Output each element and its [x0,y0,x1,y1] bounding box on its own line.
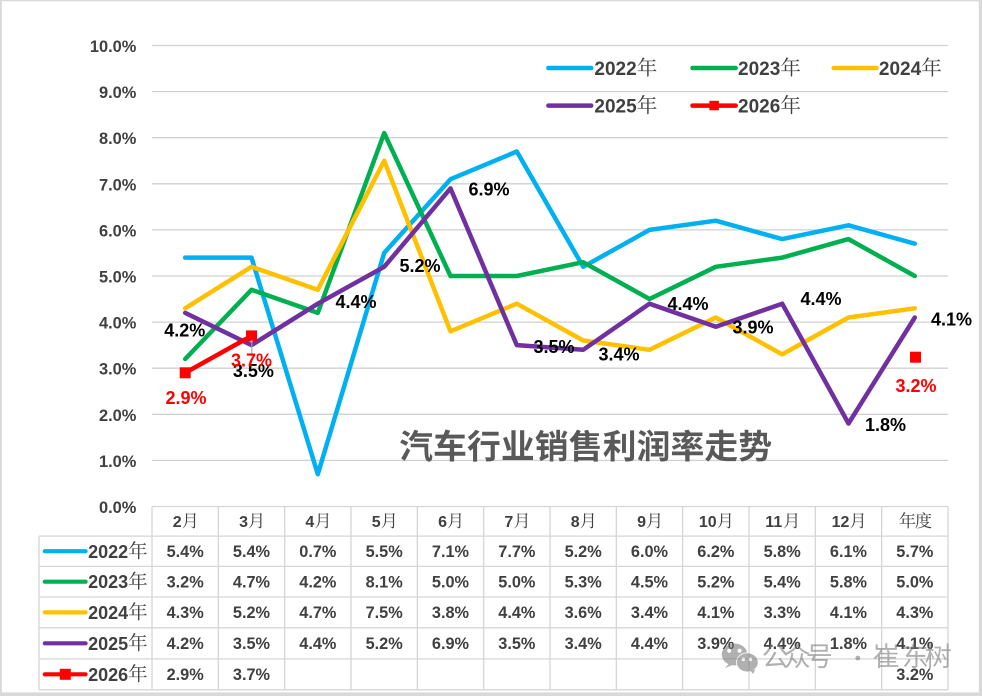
svg-text:5.5%: 5.5% [366,543,404,561]
svg-text:7.5%: 7.5% [366,604,404,622]
svg-text:3.6%: 3.6% [565,604,603,622]
svg-text:3.7%: 3.7% [233,666,271,684]
svg-text:5.0%: 5.0% [99,269,137,287]
svg-text:5.7%: 5.7% [896,543,934,561]
svg-text:3.2%: 3.2% [896,376,937,396]
svg-text:5: 5 [372,514,381,531]
svg-text:3.2%: 3.2% [167,573,205,591]
svg-text:5.0%: 5.0% [896,573,934,591]
svg-text:4.2%: 4.2% [167,635,205,653]
svg-text:3.8%: 3.8% [432,604,470,622]
svg-text:4.3%: 4.3% [167,604,205,622]
svg-text:2024: 2024 [879,59,922,80]
svg-text:11: 11 [765,514,782,531]
svg-text:6.0%: 6.0% [631,543,669,561]
svg-text:5.0%: 5.0% [498,573,536,591]
svg-text:9.0%: 9.0% [99,84,137,102]
svg-text:5.2%: 5.2% [400,256,441,276]
svg-text:6.2%: 6.2% [697,543,735,561]
svg-text:4.1%: 4.1% [931,310,972,330]
svg-text:6.1%: 6.1% [830,543,868,561]
svg-text:10: 10 [699,514,717,531]
svg-text:2022: 2022 [594,59,636,80]
svg-text:2023: 2023 [738,59,780,80]
svg-text:2025: 2025 [88,634,128,654]
svg-text:6.0%: 6.0% [99,222,137,240]
svg-text:7.0%: 7.0% [99,176,137,194]
svg-text:4.4%: 4.4% [764,635,802,653]
svg-text:3.5%: 3.5% [498,635,536,653]
svg-text:5.3%: 5.3% [565,573,603,591]
svg-text:4.2%: 4.2% [164,321,205,341]
svg-text:2023: 2023 [88,572,128,592]
svg-text:3.7%: 3.7% [231,351,272,371]
svg-text:4.4%: 4.4% [631,635,669,653]
svg-text:7.1%: 7.1% [432,543,470,561]
svg-text:4.4%: 4.4% [668,294,709,314]
svg-text:4.7%: 4.7% [299,604,337,622]
svg-text:2026: 2026 [88,665,128,685]
svg-text:4.3%: 4.3% [896,604,934,622]
svg-text:3.9%: 3.9% [733,318,774,338]
svg-text:6.9%: 6.9% [469,180,510,200]
svg-text:3.0%: 3.0% [99,361,137,379]
svg-text:2.9%: 2.9% [166,388,207,408]
svg-text:12: 12 [832,514,850,531]
svg-text:5.2%: 5.2% [233,604,271,622]
svg-text:9: 9 [637,514,646,531]
svg-text:2026: 2026 [738,97,780,118]
svg-text:2025: 2025 [594,97,637,118]
svg-text:3.5%: 3.5% [534,337,575,357]
svg-text:2.9%: 2.9% [167,666,205,684]
svg-text:5.4%: 5.4% [764,573,802,591]
svg-text:4.4%: 4.4% [336,292,377,312]
svg-text:4.2%: 4.2% [299,573,337,591]
svg-text:5.2%: 5.2% [697,573,735,591]
svg-text:1.8%: 1.8% [865,415,906,435]
svg-text:1.8%: 1.8% [830,635,868,653]
svg-text:8.0%: 8.0% [99,130,137,148]
svg-text:3: 3 [239,514,248,531]
svg-text:4.5%: 4.5% [631,573,669,591]
svg-text:8.1%: 8.1% [366,573,404,591]
svg-text:5.8%: 5.8% [764,543,802,561]
svg-text:7: 7 [504,514,513,531]
svg-text:2024: 2024 [88,603,128,623]
svg-text:2022: 2022 [88,542,128,562]
svg-text:5.4%: 5.4% [167,543,205,561]
svg-text:4.4%: 4.4% [299,635,337,653]
svg-text:0.7%: 0.7% [299,543,337,561]
svg-text:3.5%: 3.5% [233,361,274,381]
svg-text:3.9%: 3.9% [697,635,735,653]
svg-text:8: 8 [571,514,580,531]
svg-text:1.0%: 1.0% [99,453,137,471]
svg-text:10.0%: 10.0% [90,38,137,56]
svg-text:3.3%: 3.3% [764,604,802,622]
svg-text:4.4%: 4.4% [498,604,536,622]
svg-text:0.0%: 0.0% [99,499,137,517]
svg-text:2.0%: 2.0% [99,407,137,425]
svg-text:4: 4 [305,514,314,531]
svg-text:4.4%: 4.4% [801,289,842,309]
svg-text:4.1%: 4.1% [830,604,868,622]
svg-text:5.2%: 5.2% [366,635,404,653]
svg-text:4.0%: 4.0% [99,315,137,333]
svg-text:7.7%: 7.7% [498,543,536,561]
svg-text:3.4%: 3.4% [565,635,603,653]
svg-text:4.1%: 4.1% [697,604,735,622]
svg-text:5.2%: 5.2% [565,543,603,561]
svg-text:3.5%: 3.5% [233,635,271,653]
svg-text:3.4%: 3.4% [631,604,669,622]
svg-text:4.7%: 4.7% [233,573,271,591]
svg-text:6.9%: 6.9% [432,635,470,653]
svg-text:5.0%: 5.0% [432,573,470,591]
svg-text:5.4%: 5.4% [233,543,271,561]
svg-text:5.8%: 5.8% [830,573,868,591]
svg-text:3.4%: 3.4% [599,345,640,365]
svg-text:3.2%: 3.2% [896,666,934,684]
svg-text:2: 2 [173,514,182,531]
svg-text:6: 6 [438,514,447,531]
